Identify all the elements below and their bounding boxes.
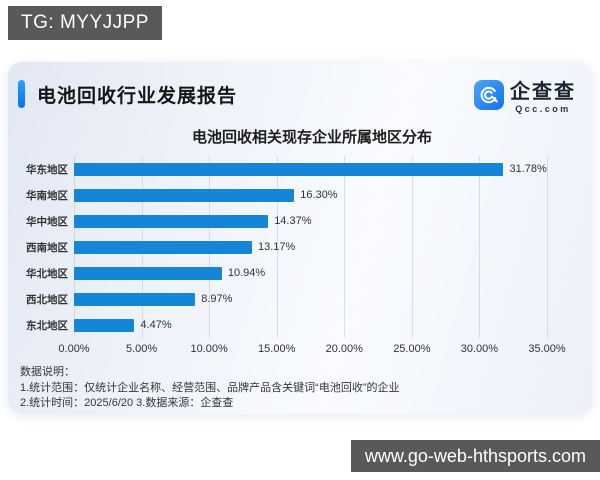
axis-tick-label: 30.00% <box>460 343 499 355</box>
x-axis: 0.00% 5.00% 10.00% 15.00% 20.00% 25.00% 30.00%… <box>58 343 565 359</box>
bar-value-label: 16.30% <box>300 189 338 201</box>
axis-tick-label: 15.00% <box>258 343 296 355</box>
report-title: 电池回收行业发展报告 <box>37 85 238 107</box>
bar-value-label: 14.37% <box>274 215 312 227</box>
bar <box>74 240 252 254</box>
qcc-logo-icon <box>474 80 504 110</box>
category-label: 东北地区 <box>26 319 68 332</box>
bar <box>74 266 222 280</box>
axis-tick-label: 10.00% <box>190 343 228 355</box>
axis-tick-label: 35.00% <box>528 343 566 355</box>
category-label: 西北地区 <box>26 293 68 306</box>
data-notes: 数据说明： 1.统计范围：仅统计企业名称、经营范围、品牌产品含关键词“电池回收”… <box>20 365 592 412</box>
axis-tick-label: 25.00% <box>393 343 431 355</box>
chart-row: 华南地区 16.30% <box>26 182 566 208</box>
chart-row: 西南地区 13.17% <box>26 234 566 260</box>
chart-row: 华中地区 14.37% <box>26 208 566 234</box>
bar <box>74 318 135 332</box>
bar-value-label: 8.97% <box>201 293 233 305</box>
watermark-tg-badge: TG: MYYJJPP <box>8 6 162 40</box>
notes-line-1: 1.统计范围：仅统计企业名称、经营范围、品牌产品含关键词“电池回收”的企业 <box>20 381 400 394</box>
gridline <box>479 156 481 338</box>
qcc-logo-text: 企查查 Qcc.com <box>510 80 576 115</box>
axis-tick-label: 20.00% <box>325 343 363 355</box>
notes-line-2: 2.统计时间：2025/6/20 3.数据来源：企查查 <box>20 397 234 409</box>
category-label: 西南地区 <box>26 241 68 254</box>
card-header: 电池回收行业发展报告 企查查 <box>8 62 592 124</box>
chart-row: 华东地区 31.78% <box>26 156 566 182</box>
gridline <box>276 156 278 338</box>
watermark-url-badge: www.go-web-hthsports.com <box>350 440 600 472</box>
category-label: 华南地区 <box>26 189 68 202</box>
chart-rows: 华东地区 31.78% 华南地区 16.30% 华中地区 14.37% 西南地区 13.17%… <box>26 156 566 338</box>
chart-row: 西北地区 8.97% <box>26 286 566 312</box>
qcc-logo: 企查查 Qcc.com <box>474 80 576 115</box>
bar-value-label: 31.78% <box>509 163 547 175</box>
category-label: 华中地区 <box>26 215 68 228</box>
bar-value-label: 13.17% <box>257 241 296 253</box>
gridline <box>344 156 346 338</box>
axis-tick-label: 5.00% <box>125 343 158 355</box>
qcc-brand-name: 企查查 <box>510 81 576 103</box>
title-accent-bar <box>18 80 25 108</box>
bar <box>74 162 504 176</box>
bar-value-label: 10.94% <box>227 267 266 279</box>
category-label: 华东地区 <box>26 163 68 176</box>
axis-tick-label: 0.00% <box>58 343 90 355</box>
report-card: 电池回收行业发展报告 企查查 <box>8 62 592 414</box>
chart-row: 华北地区 10.94% <box>26 260 566 286</box>
bar-chart: 华东地区 31.78% 华南地区 16.30% 华中地区 14.37% 西南地区 13.17%… <box>26 156 566 359</box>
report-title-group: 电池回收行业发展报告 <box>18 80 237 108</box>
chart-title: 电池回收相关现存企业所属地区分布 <box>191 129 432 146</box>
bar <box>74 188 295 202</box>
gridline <box>547 156 548 338</box>
bar <box>74 214 269 228</box>
notes-heading: 数据说明： <box>20 366 75 378</box>
qcc-brand-domain: Qcc.com <box>515 104 571 114</box>
bar <box>74 292 196 306</box>
chart-row: 东北地区 4.47% <box>26 312 566 338</box>
gridline <box>411 156 413 338</box>
category-label: 华北地区 <box>26 267 68 280</box>
bar-value-label: 4.47% <box>140 319 172 331</box>
